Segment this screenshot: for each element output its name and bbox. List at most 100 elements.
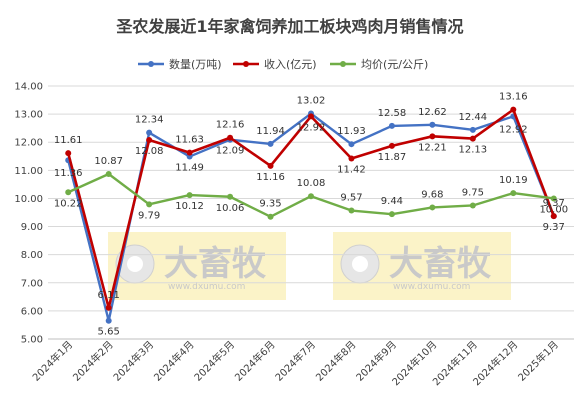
data-label: 11.16 bbox=[256, 172, 285, 183]
data-point bbox=[267, 140, 274, 147]
data-point bbox=[510, 190, 517, 197]
chart-title: 圣农发展近1年家禽饲养加工板块鸡肉月销售情况 bbox=[115, 17, 463, 36]
data-point bbox=[65, 189, 72, 196]
y-axis-ticks: 5.00 6.00 7.00 8.00 9.00 10.00 11.00 12.00 13.00… bbox=[14, 82, 43, 346]
data-label: 9.68 bbox=[421, 189, 443, 200]
data-label: 9.75 bbox=[462, 187, 484, 198]
data-point bbox=[348, 155, 355, 162]
watermark-site: www.dxumu.com bbox=[168, 282, 245, 292]
data-point bbox=[550, 213, 557, 220]
data-label: 12.58 bbox=[378, 108, 407, 119]
y-tick-label: 12.00 bbox=[14, 138, 43, 149]
data-point bbox=[227, 193, 234, 200]
data-label: 9.57 bbox=[340, 193, 362, 204]
y-tick-label: 9.00 bbox=[21, 222, 43, 233]
data-label: 11.42 bbox=[337, 165, 366, 176]
data-point bbox=[550, 195, 557, 202]
data-label: 12.16 bbox=[216, 120, 245, 131]
data-label: 11.93 bbox=[337, 126, 366, 137]
data-label: 9.44 bbox=[381, 196, 403, 207]
watermark-brand: 大畜牧 bbox=[164, 244, 267, 284]
data-point bbox=[105, 170, 112, 177]
y-tick-label: 6.00 bbox=[21, 306, 43, 317]
data-label: 11.63 bbox=[175, 135, 204, 146]
data-point bbox=[267, 213, 274, 220]
y-tick-label: 7.00 bbox=[21, 278, 43, 289]
data-point bbox=[388, 122, 395, 129]
data-label: 11.61 bbox=[54, 135, 83, 146]
data-label: 12.34 bbox=[135, 115, 164, 126]
data-point bbox=[429, 121, 436, 128]
data-point bbox=[308, 193, 314, 200]
data-label: 9.37 bbox=[543, 222, 565, 233]
legend-label: 收入(亿元) bbox=[264, 57, 317, 71]
data-point bbox=[267, 162, 274, 169]
watermark-site: www.dxumu.com bbox=[393, 282, 470, 292]
data-label: 11.36 bbox=[54, 168, 83, 179]
watermark-brand: 大畜牧 bbox=[389, 244, 492, 284]
data-label: 12.21 bbox=[418, 142, 447, 153]
y-tick-label: 11.00 bbox=[14, 166, 43, 177]
data-point bbox=[429, 204, 436, 211]
data-point bbox=[308, 113, 314, 120]
series-lines bbox=[65, 106, 557, 324]
data-labels: 11.36 5.65 12.34 11.49 12.09 11.94 13.02 11.93 1… bbox=[54, 92, 568, 338]
data-label: 11.49 bbox=[175, 163, 204, 174]
legend: 数量(万吨) 收入(亿元) 均价(元/公斤) bbox=[138, 57, 428, 71]
data-point bbox=[469, 202, 476, 209]
data-point bbox=[146, 136, 153, 143]
data-point bbox=[227, 134, 234, 141]
data-label: 9.35 bbox=[259, 199, 281, 210]
data-point bbox=[146, 201, 153, 208]
y-tick-label: 14.00 bbox=[14, 82, 43, 93]
y-tick-label: 13.00 bbox=[14, 110, 43, 121]
data-label: 9.79 bbox=[138, 210, 160, 221]
data-label: 10.22 bbox=[54, 198, 83, 209]
data-point bbox=[348, 141, 355, 148]
data-point bbox=[388, 211, 395, 218]
data-label: 12.92 bbox=[499, 124, 528, 135]
data-label: 12.44 bbox=[459, 112, 488, 123]
watermark-logo-inner-icon bbox=[127, 256, 143, 272]
legend-item: 收入(亿元) bbox=[233, 57, 317, 71]
data-point bbox=[186, 149, 193, 156]
data-label: 6.11 bbox=[98, 290, 120, 301]
data-point bbox=[469, 126, 476, 133]
data-label: 10.00 bbox=[539, 204, 568, 215]
watermark-logo-inner-icon bbox=[352, 256, 368, 272]
legend-item: 均价(元/公斤) bbox=[330, 58, 428, 71]
data-point bbox=[186, 192, 193, 199]
data-label: 13.16 bbox=[499, 92, 528, 103]
y-tick-label: 8.00 bbox=[21, 250, 43, 261]
legend-marker-icon bbox=[148, 61, 154, 67]
y-tick-label: 5.00 bbox=[21, 335, 43, 346]
data-point bbox=[510, 106, 517, 113]
data-label: 12.92 bbox=[297, 122, 326, 133]
data-label: 11.87 bbox=[378, 152, 407, 163]
legend-marker-icon bbox=[340, 61, 346, 67]
data-label: 10.08 bbox=[297, 178, 326, 189]
data-point bbox=[105, 317, 112, 324]
data-label: 12.08 bbox=[135, 146, 164, 157]
data-label: 5.65 bbox=[98, 327, 120, 338]
legend-marker-icon bbox=[243, 61, 249, 67]
data-point bbox=[105, 304, 112, 311]
legend-item: 数量(万吨) bbox=[138, 58, 222, 71]
data-label: 11.94 bbox=[256, 126, 285, 137]
data-label: 13.02 bbox=[297, 96, 326, 107]
data-point bbox=[388, 142, 395, 149]
data-label: 12.62 bbox=[418, 107, 447, 118]
data-point bbox=[65, 150, 72, 157]
data-point bbox=[469, 135, 476, 142]
data-label: 9.37 bbox=[543, 198, 565, 209]
data-label: 10.12 bbox=[175, 201, 204, 212]
y-tick-label: 10.00 bbox=[14, 194, 43, 205]
data-point bbox=[429, 133, 436, 140]
legend-label: 均价(元/公斤) bbox=[361, 58, 428, 71]
data-label: 10.06 bbox=[216, 203, 245, 214]
data-label: 10.87 bbox=[94, 156, 123, 167]
